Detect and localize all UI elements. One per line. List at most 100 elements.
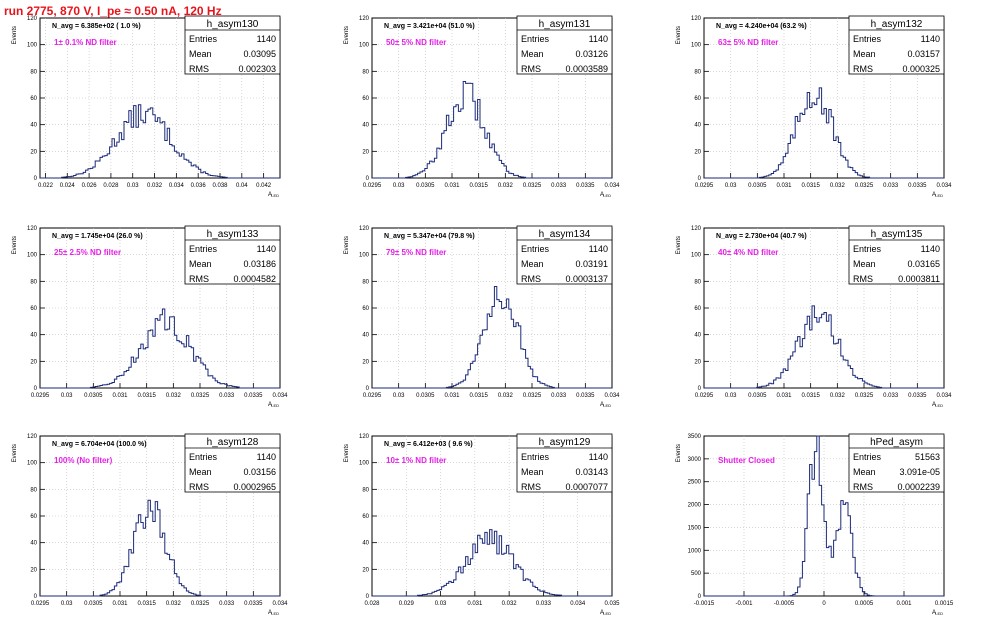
y-tick-label: 80 bbox=[30, 69, 37, 75]
x-tick-label: 0.0295 bbox=[363, 393, 382, 399]
x-tick-label: 0.0325 bbox=[191, 393, 210, 399]
y-tick-label: 100 bbox=[27, 43, 38, 49]
x-axis-label-sub: LED bbox=[603, 193, 611, 198]
y-axis-label: Events bbox=[676, 444, 682, 462]
y-tick-label: 40 bbox=[30, 541, 37, 547]
navg-annotation: N_avg = 1.745e+04 (26.0 %) bbox=[52, 233, 143, 240]
stats-value-rms: 0.002303 bbox=[238, 64, 276, 74]
y-tick-label: 3500 bbox=[688, 434, 702, 440]
y-tick-label: 120 bbox=[359, 434, 370, 440]
filter-annotation: 25± 2.5% ND filter bbox=[54, 248, 121, 257]
y-tick-label: 120 bbox=[691, 226, 702, 232]
stats-histogram-name: h_asym128 bbox=[207, 437, 259, 448]
x-tick-label: 0.034 bbox=[936, 393, 952, 399]
histogram-outline bbox=[372, 529, 612, 597]
navg-annotation: N_avg = 4.240e+04 (63.2 %) bbox=[716, 23, 807, 30]
x-tick-label: 0.03 bbox=[393, 183, 405, 189]
stats-key-entries: Entries bbox=[521, 452, 550, 462]
stats-value-rms: 0.0002965 bbox=[233, 482, 276, 492]
y-tick-label: 120 bbox=[27, 16, 38, 22]
y-tick-label: 60 bbox=[362, 96, 369, 102]
histogram-outline bbox=[40, 499, 280, 597]
y-tick-label: 80 bbox=[30, 487, 37, 493]
y-tick-label: 100 bbox=[27, 461, 38, 467]
stats-value-mean: 0.03191 bbox=[575, 259, 608, 269]
y-tick-label: 0 bbox=[34, 594, 38, 600]
x-tick-label: 0.03 bbox=[127, 183, 139, 189]
stats-box bbox=[516, 225, 613, 285]
x-tick-label: 0.031 bbox=[776, 393, 792, 399]
x-tick-label: 0.033 bbox=[536, 601, 552, 607]
filter-annotation: Shutter Closed bbox=[718, 456, 775, 465]
stats-box bbox=[848, 433, 945, 493]
x-axis-label: A bbox=[600, 610, 604, 616]
y-tick-label: 120 bbox=[691, 16, 702, 22]
histogram-outline bbox=[372, 81, 612, 179]
x-axis-label: A bbox=[932, 610, 936, 616]
navg-annotation: N_avg = 2.730e+04 (40.7 %) bbox=[716, 233, 807, 240]
histogram-outline bbox=[372, 285, 612, 389]
stats-key-mean: Mean bbox=[853, 259, 876, 269]
y-tick-label: 20 bbox=[694, 149, 701, 155]
stats-key-mean: Mean bbox=[853, 49, 876, 59]
stats-value-rms: 0.0007077 bbox=[565, 482, 608, 492]
y-tick-label: 1000 bbox=[688, 548, 702, 554]
stats-value-rms: 0.0003811 bbox=[898, 274, 940, 284]
x-tick-label: 0.0335 bbox=[576, 183, 595, 189]
stats-value-mean: 0.03186 bbox=[243, 259, 276, 269]
x-tick-label: 0.034 bbox=[570, 601, 586, 607]
x-tick-label: 0.0315 bbox=[469, 183, 488, 189]
stats-value-rms: 0.0004582 bbox=[233, 274, 276, 284]
x-tick-label: 0.0335 bbox=[908, 393, 927, 399]
x-tick-label: 0.0315 bbox=[137, 393, 156, 399]
stats-value-entries: 51563 bbox=[915, 452, 940, 462]
stats-key-entries: Entries bbox=[189, 452, 218, 462]
y-tick-label: 80 bbox=[694, 279, 701, 285]
x-tick-label: 0.0335 bbox=[908, 183, 927, 189]
x-axis-label: A bbox=[600, 192, 604, 198]
plot-frame bbox=[39, 17, 281, 179]
y-tick-label: 20 bbox=[362, 567, 369, 573]
y-tick-label: 60 bbox=[30, 514, 37, 520]
y-tick-label: 60 bbox=[362, 306, 369, 312]
y-axis-label: Events bbox=[12, 26, 18, 44]
stats-value-entries: 1140 bbox=[257, 34, 276, 44]
stats-value-entries: 1140 bbox=[589, 34, 608, 44]
navg-annotation: N_avg = 6.412e+03 ( 9.6 %) bbox=[384, 441, 473, 448]
x-tick-label: 0.0015 bbox=[935, 601, 954, 607]
stats-value-mean: 0.03143 bbox=[575, 467, 608, 477]
filter-annotation: 63± 5% ND filter bbox=[718, 38, 778, 47]
plot-frame bbox=[703, 227, 945, 389]
y-tick-label: 80 bbox=[30, 279, 37, 285]
x-tick-label: 0.0315 bbox=[801, 393, 820, 399]
x-axis-label: A bbox=[932, 192, 936, 198]
x-tick-label: 0.0325 bbox=[523, 183, 542, 189]
stats-value-entries: 1140 bbox=[921, 34, 940, 44]
y-tick-label: 40 bbox=[362, 123, 369, 129]
y-tick-label: 60 bbox=[694, 96, 701, 102]
y-axis-label: Events bbox=[344, 444, 350, 462]
stats-key-entries: Entries bbox=[521, 244, 550, 254]
stats-value-rms: 0.0003589 bbox=[565, 64, 608, 74]
y-tick-label: 0 bbox=[698, 176, 702, 182]
x-tick-label: 0.031 bbox=[112, 393, 128, 399]
y-tick-label: 0 bbox=[34, 386, 38, 392]
stats-key-mean: Mean bbox=[521, 49, 544, 59]
stats-key-mean: Mean bbox=[189, 49, 212, 59]
y-tick-label: 0 bbox=[698, 386, 702, 392]
y-tick-label: 0 bbox=[698, 594, 702, 600]
x-tick-label: 0.034 bbox=[604, 393, 620, 399]
stats-key-rms: RMS bbox=[853, 482, 873, 492]
stats-value-entries: 1140 bbox=[921, 244, 940, 254]
x-tick-label: 0.034 bbox=[272, 393, 288, 399]
stats-key-rms: RMS bbox=[189, 482, 209, 492]
x-axis-label: A bbox=[268, 192, 272, 198]
y-tick-label: 100 bbox=[359, 253, 370, 259]
x-tick-label: 0.0295 bbox=[31, 601, 50, 607]
x-axis-label-sub: LED bbox=[271, 193, 279, 198]
y-tick-label: 20 bbox=[362, 359, 369, 365]
stats-key-rms: RMS bbox=[853, 274, 873, 284]
y-tick-label: 0 bbox=[366, 594, 370, 600]
